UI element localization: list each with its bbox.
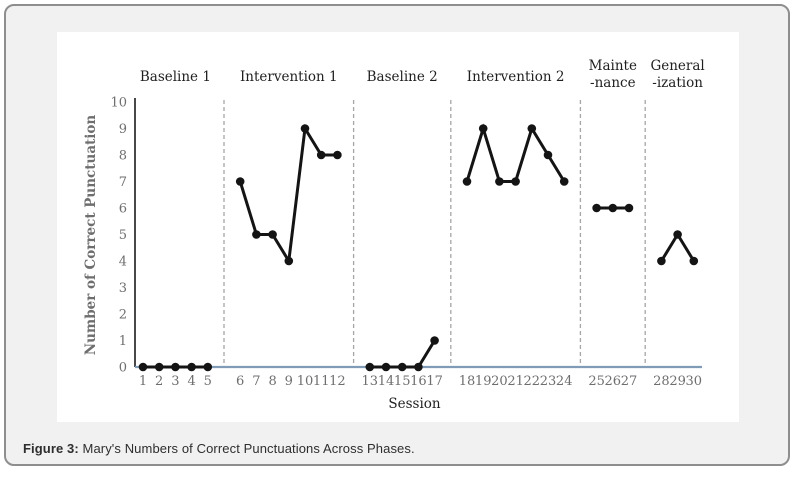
- data-point: [333, 150, 342, 160]
- phase-label: Mainte: [589, 58, 637, 74]
- data-point: [300, 124, 310, 133]
- phase-label: Baseline 1: [140, 69, 211, 85]
- figure-caption-text: Mary's Numbers of Correct Punctuations A…: [78, 441, 415, 456]
- data-point: [689, 256, 699, 266]
- data-point: [527, 124, 537, 133]
- y-tick-label: 8: [119, 149, 127, 164]
- phase-label: General: [650, 58, 704, 74]
- x-tick-label: 6: [236, 374, 244, 389]
- y-tick-label: 6: [119, 202, 127, 217]
- x-tick-label: 21: [507, 374, 524, 389]
- figure-caption: Figure 3: Mary's Numbers of Correct Punc…: [23, 441, 415, 456]
- phase-label: Intervention 2: [467, 69, 565, 85]
- x-tick-label: 30: [686, 374, 703, 389]
- x-tick-label: 16: [410, 374, 427, 389]
- data-point: [624, 203, 634, 213]
- data-point: [592, 203, 601, 213]
- data-point: [657, 256, 666, 266]
- x-tick-label: 11: [313, 374, 330, 389]
- data-point: [284, 256, 294, 266]
- data-point: [478, 124, 488, 133]
- data-point: [203, 362, 213, 372]
- y-axis-title: Number of Correct Punctuation: [83, 115, 99, 356]
- x-tick-label: 2: [155, 374, 163, 389]
- x-tick-label: 29: [669, 374, 686, 389]
- data-point: [252, 230, 261, 239]
- x-tick-label: 10: [297, 374, 314, 389]
- x-tick-label: 25: [588, 374, 605, 389]
- x-tick-label: 13: [362, 374, 379, 389]
- data-point: [268, 230, 277, 239]
- data-point: [430, 336, 439, 345]
- x-tick-label: 5: [204, 374, 212, 389]
- x-axis-title: Session: [388, 396, 441, 412]
- x-tick-label: 24: [556, 374, 573, 389]
- x-tick-label: 8: [268, 374, 276, 389]
- x-tick-label: 1: [139, 374, 147, 389]
- x-tick-label: 12: [329, 374, 346, 389]
- phase-label: Intervention 1: [240, 69, 338, 85]
- figure-card: 0 1 2 3 4 5 6 7 8 9 10 1 2 3 4 5 6 7 8 9 10 11 12 13 14 15 16 17 18 1…: [4, 4, 790, 466]
- data-point: [511, 177, 520, 186]
- x-tick-label: 4: [187, 374, 195, 389]
- x-tick-label: 7: [252, 374, 260, 389]
- x-tick-label: 14: [378, 374, 395, 389]
- data-point: [171, 362, 180, 372]
- y-tick-label: 0: [119, 361, 127, 376]
- data-point: [673, 230, 682, 239]
- figure-caption-label: Figure 3:: [23, 441, 79, 456]
- data-point: [138, 362, 148, 372]
- data-point: [316, 150, 326, 160]
- y-tick-label: 1: [119, 334, 127, 349]
- y-tick-label: 7: [119, 175, 127, 190]
- phase-label: -nance: [590, 75, 636, 91]
- phase-label: Baseline 2: [367, 69, 438, 85]
- y-tick-label: 5: [119, 228, 127, 243]
- x-tick-label: 20: [491, 374, 508, 389]
- x-tick-label: 18: [459, 374, 476, 389]
- data-point: [154, 362, 164, 372]
- data-point: [462, 177, 472, 186]
- y-tick-label: 3: [119, 281, 127, 296]
- data-point: [381, 362, 391, 372]
- data-point: [495, 177, 504, 186]
- phase-label: -ization: [652, 75, 703, 91]
- x-tick-label: 23: [540, 374, 557, 389]
- data-point: [543, 150, 553, 160]
- data-point: [235, 177, 245, 186]
- x-tick-label: 26: [605, 374, 622, 389]
- x-tick-label: 28: [653, 374, 670, 389]
- data-point: [365, 362, 375, 372]
- chart-plot-area: 0 1 2 3 4 5 6 7 8 9 10 1 2 3 4 5 6 7 8 9 10 11 12 13 14 15 16 17 18 1…: [57, 32, 739, 422]
- y-tick-label: 10: [110, 96, 127, 111]
- data-line-segment: [238, 124, 339, 266]
- data-point: [187, 362, 196, 372]
- data-point: [414, 362, 423, 372]
- x-tick-label: 9: [285, 374, 293, 389]
- x-tick-label: 22: [524, 374, 541, 389]
- data-point: [608, 203, 618, 213]
- data-point: [559, 177, 569, 186]
- y-tick-label: 4: [119, 255, 127, 270]
- x-tick-label: 27: [621, 374, 638, 389]
- x-tick-label: 15: [394, 374, 411, 389]
- y-tick-label: 9: [119, 122, 127, 137]
- data-point: [397, 362, 407, 372]
- y-tick-label: 2: [119, 308, 127, 323]
- x-tick-label: 3: [171, 374, 179, 389]
- x-tick-label: 19: [475, 374, 492, 389]
- x-tick-label: 17: [426, 374, 443, 389]
